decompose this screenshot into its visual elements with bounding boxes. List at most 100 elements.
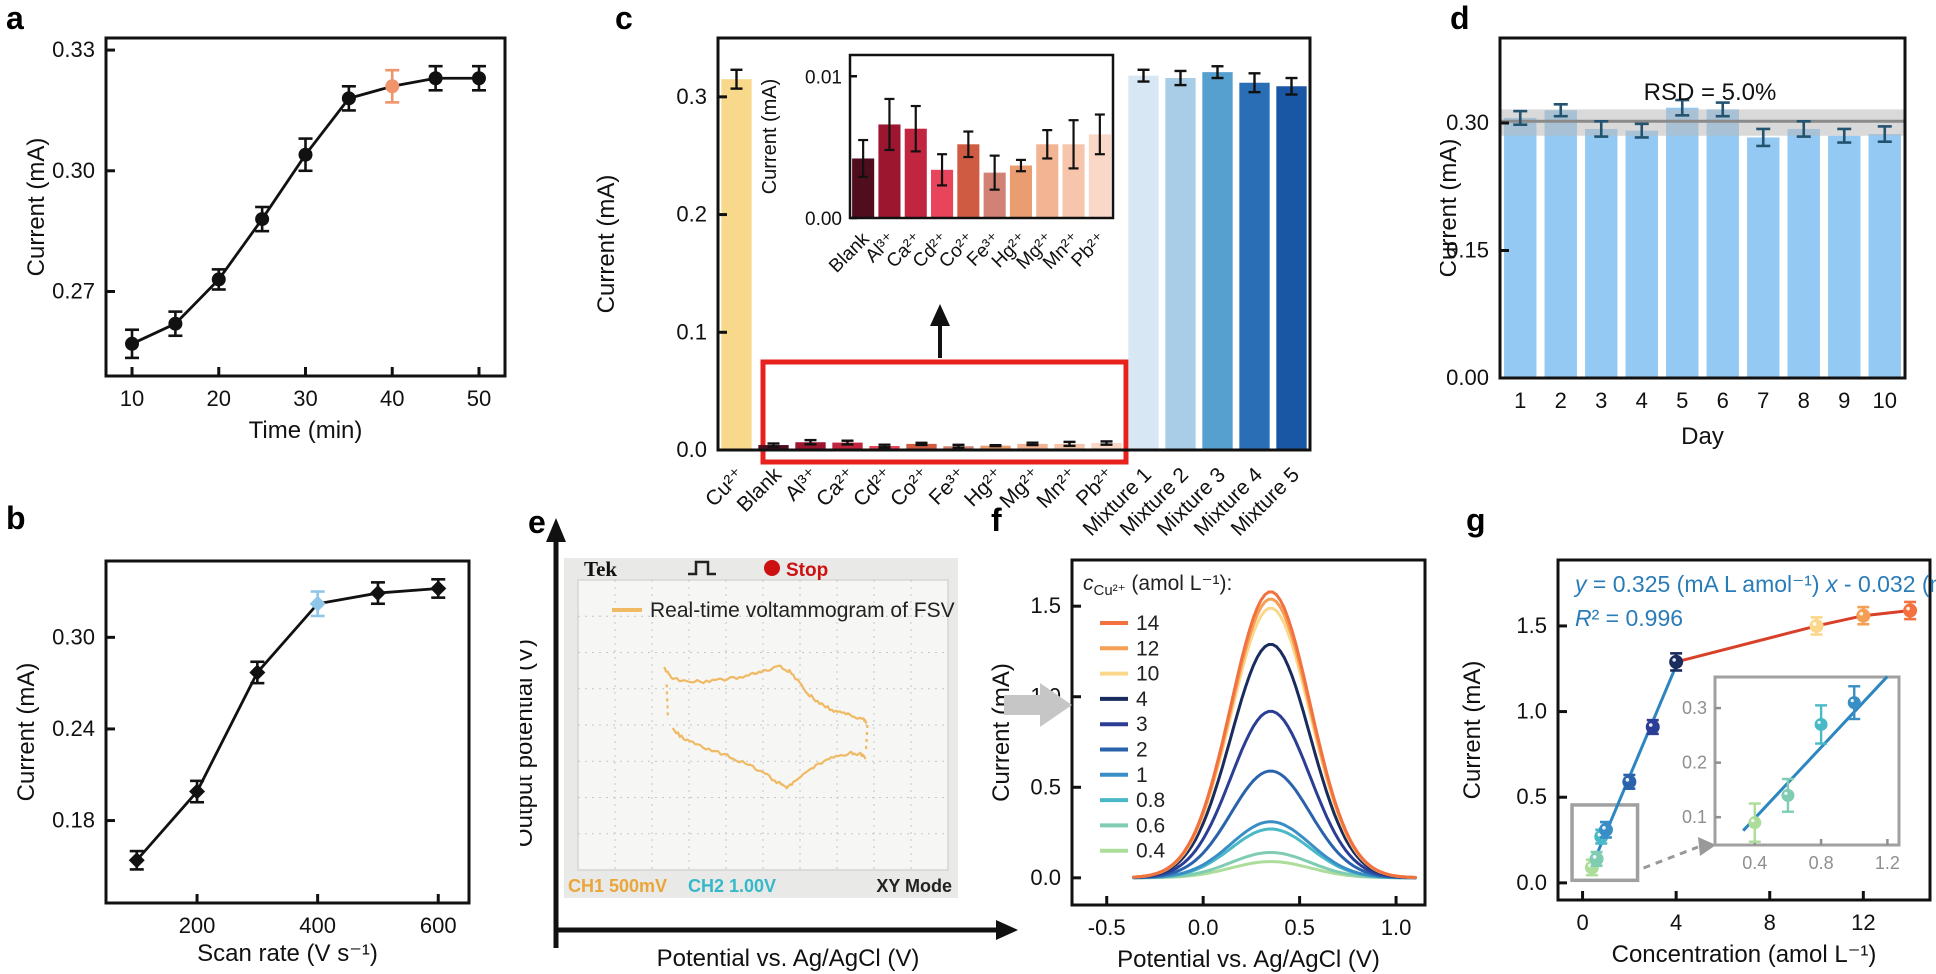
data-line bbox=[135, 587, 439, 862]
y-tick-label: 0.3 bbox=[676, 84, 707, 109]
plot-frame bbox=[104, 559, 471, 905]
arrow-right-shape bbox=[1004, 683, 1072, 727]
inset-y-tick-label: 0.3 bbox=[1682, 698, 1707, 718]
inset-data-point-highlight bbox=[1784, 791, 1788, 795]
x-tick-label: 200 bbox=[179, 913, 216, 938]
inset-y-tick-label: 0.01 bbox=[805, 67, 842, 88]
scope-ch1-label: CH1 500mV bbox=[568, 876, 667, 896]
data-point bbox=[249, 664, 266, 681]
legend-title: cCu²⁺ (amol L⁻¹): bbox=[1083, 572, 1232, 599]
x-tick-label: 7 bbox=[1757, 388, 1769, 413]
stop-dot-icon bbox=[764, 560, 780, 576]
y-tick-label: 0.18 bbox=[52, 808, 95, 833]
panel-g-chart: 0.0 0.5 1.0 1.5 0 4 8 12 Concentration (amol L⁻¹… bbox=[1459, 558, 1936, 968]
bar-10 bbox=[1091, 443, 1122, 450]
data-point-highlight bbox=[1906, 606, 1910, 611]
r-var: R bbox=[1575, 605, 1592, 631]
data-point bbox=[341, 91, 356, 106]
bar-day-9 bbox=[1828, 135, 1861, 378]
zoom-region-box bbox=[1570, 803, 1640, 883]
legend-title-sub: Cu²⁺ bbox=[1094, 582, 1126, 599]
legend-entry-0.6: 0.6 bbox=[1136, 814, 1165, 837]
curve-12 bbox=[1132, 597, 1417, 879]
scope-status: Stop bbox=[786, 560, 828, 581]
y-tick-label: 1.5 bbox=[1516, 613, 1547, 638]
panel-e-oscilloscope: Output potential (V) Potential vs. Ag/AgC… bbox=[520, 518, 1018, 972]
y-tick-label: 0.00 bbox=[1446, 365, 1489, 390]
x-axis-label: Day bbox=[1681, 423, 1724, 450]
data-point-12 bbox=[1856, 608, 1871, 623]
inset-bar-0 bbox=[852, 158, 875, 218]
bar-day-3 bbox=[1585, 128, 1618, 378]
x-axis-label: Scan rate (V s⁻¹) bbox=[197, 940, 378, 967]
legend-entry-12: 12 bbox=[1136, 637, 1159, 660]
data-point-10 bbox=[1809, 618, 1824, 633]
panel-a-label: a bbox=[6, 0, 24, 36]
bar-12 bbox=[1165, 78, 1196, 450]
plot-frame bbox=[848, 53, 1115, 220]
inset-data-point-highlight bbox=[1850, 699, 1854, 703]
plot-frame bbox=[716, 36, 1312, 452]
panel-e-label: e bbox=[528, 504, 546, 540]
x-tick-label: 4 bbox=[1636, 388, 1648, 413]
panel-c-label: c bbox=[615, 0, 633, 36]
data-point-3 bbox=[1645, 720, 1660, 735]
curve-4 bbox=[1132, 643, 1417, 879]
x-tick-label: 400 bbox=[299, 913, 336, 938]
inset-data-point-highlight bbox=[1817, 720, 1821, 725]
y-axis-arrow-head bbox=[546, 518, 566, 542]
inset-bar-6 bbox=[1009, 165, 1032, 218]
equation-token: - bbox=[1844, 571, 1858, 597]
bar-day-6 bbox=[1706, 109, 1739, 379]
x-axis-arrow-head bbox=[996, 920, 1018, 940]
bar-7 bbox=[980, 445, 1011, 450]
inset-y-tick-label: 0.1 bbox=[1682, 807, 1707, 827]
bar-day-8 bbox=[1787, 128, 1820, 378]
inset-bar-2 bbox=[904, 128, 927, 218]
bar-day-4 bbox=[1625, 130, 1658, 378]
data-point bbox=[128, 852, 145, 869]
scope-brand: Tek bbox=[584, 557, 617, 581]
equation-token: = bbox=[1593, 571, 1613, 597]
panel-g: g 0.0 0.5 1.0 1.5 0 4 8 12 Concentration (amol L… bbox=[1450, 500, 1936, 974]
data-point bbox=[211, 272, 226, 287]
data-point-highlight bbox=[1625, 778, 1630, 782]
data-point bbox=[385, 79, 400, 94]
x-tick-label: 40 bbox=[380, 386, 404, 411]
voltammogram-right-edge bbox=[864, 724, 869, 752]
zoom-region-box bbox=[760, 359, 1129, 465]
data-line bbox=[131, 76, 479, 346]
rsd-annotation: RSD = 5.0% bbox=[1644, 79, 1777, 106]
panel-b-label: b bbox=[6, 500, 26, 536]
curve-14 bbox=[1132, 590, 1417, 879]
x-tick-label: -0.5 bbox=[1088, 915, 1126, 940]
y-tick-label: 0.15 bbox=[1446, 238, 1489, 263]
voltammogram-lower bbox=[671, 727, 867, 790]
inset-y-tick-label: 0.2 bbox=[1682, 753, 1707, 773]
legend-title-rest: (amol L⁻¹): bbox=[1126, 572, 1233, 595]
y-tick-label: 0.30 bbox=[1446, 110, 1489, 135]
data-point-1 bbox=[1598, 822, 1613, 837]
y-axis-label: Current (mA) bbox=[988, 663, 1015, 802]
x-tick-label: 0.0 bbox=[1188, 915, 1219, 940]
legend-entry-10: 10 bbox=[1136, 663, 1159, 686]
panel-f-label: f bbox=[991, 502, 1002, 538]
data-point bbox=[189, 783, 206, 800]
saturation-line bbox=[1675, 609, 1911, 664]
legend-entry-0.8: 0.8 bbox=[1136, 789, 1165, 812]
data-point bbox=[369, 585, 386, 602]
bar-8 bbox=[1017, 443, 1048, 450]
y-axis-label: Current (mA) bbox=[13, 663, 40, 802]
x-tick-label: 5 bbox=[1676, 388, 1688, 413]
equation-token: (mA bbox=[1677, 571, 1724, 597]
panel-d-chart: 1 2 3 4 5 6 7 8 9 10 0.00 0.15 0.30 RSD = 5.0% Day Curr… bbox=[1440, 36, 1907, 450]
equation-token: 0.032 bbox=[1858, 571, 1922, 597]
legend-entry-4: 4 bbox=[1136, 688, 1148, 711]
y-tick-label: 1.5 bbox=[1030, 593, 1061, 618]
y-tick-label: 0.27 bbox=[52, 279, 95, 304]
x-tick-label: 12 bbox=[1851, 910, 1875, 935]
equation-token: L bbox=[1724, 571, 1742, 597]
panel-c: c Cu²⁺ Blank Al³⁺ Ca²⁺ Cd²⁺ Co²⁺ Fe³⁺ Hg²⁺ Mg²⁺ M… bbox=[560, 0, 1350, 560]
equation-token: x bbox=[1825, 571, 1844, 597]
